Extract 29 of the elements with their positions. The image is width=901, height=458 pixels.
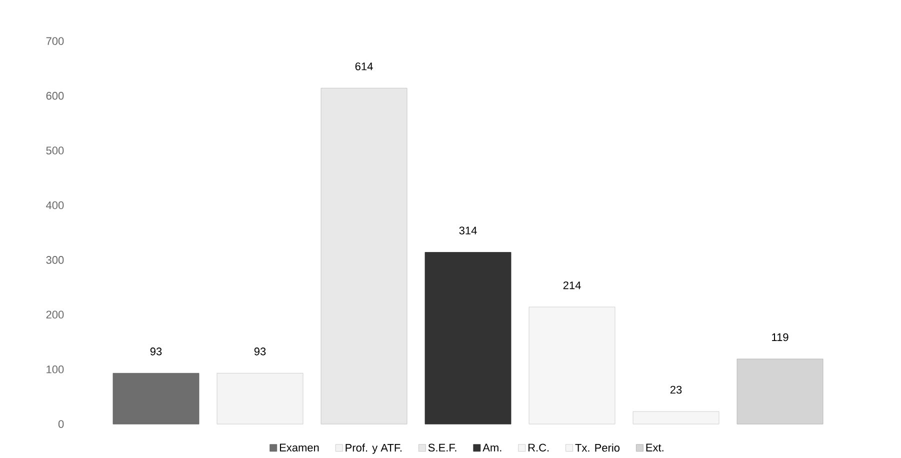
y-tick-label: 600 — [46, 92, 64, 100]
y-tick-label: 0 — [58, 420, 64, 428]
data-label: 93 — [150, 348, 162, 356]
legend-label: Tx. Perio — [575, 444, 620, 452]
y-tick-label: 700 — [46, 37, 64, 45]
data-label: 119 — [772, 333, 788, 342]
legend-label: Prof. y ATF. — [346, 444, 402, 454]
legend-label: S.E.F. — [428, 444, 456, 452]
y-tick-label: 300 — [46, 256, 64, 264]
legend-label: Examen — [280, 444, 319, 452]
bar — [528, 306, 616, 424]
legend-label: Ext. — [646, 444, 664, 452]
bar — [424, 252, 512, 424]
data-label: 614 — [355, 62, 373, 70]
data-label: 93 — [254, 348, 266, 356]
bar — [736, 358, 824, 424]
data-label: 214 — [563, 281, 581, 290]
data-label: 23 — [670, 386, 682, 394]
bar — [216, 372, 304, 424]
legend-label: R.C. — [528, 444, 549, 452]
y-tick-label: 200 — [46, 310, 64, 319]
bar — [112, 372, 200, 424]
y-tick-label: 500 — [46, 146, 64, 154]
bar — [320, 88, 408, 424]
y-tick-label: 400 — [46, 201, 64, 210]
y-tick-label: 100 — [46, 365, 64, 374]
legend-label: Am. — [482, 444, 502, 452]
bar — [632, 411, 720, 424]
data-label: 314 — [459, 226, 477, 234]
